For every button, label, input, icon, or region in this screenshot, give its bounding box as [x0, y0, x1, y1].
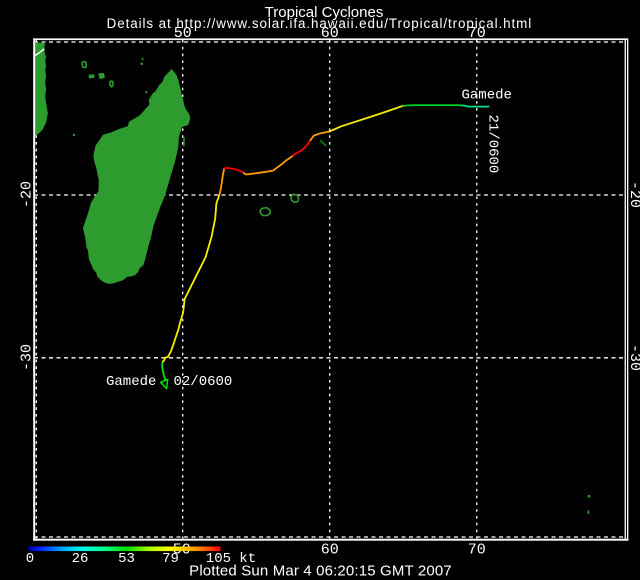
svg-text:-30: -30 [19, 344, 36, 371]
svg-text:kt: kt [239, 551, 256, 567]
svg-text:26: 26 [72, 551, 89, 567]
svg-text:60: 60 [321, 541, 339, 558]
svg-text:-30: -30 [626, 344, 640, 371]
svg-text:02/0600: 02/0600 [174, 374, 233, 390]
svg-text:Details at http://www.solar.if: Details at http://www.solar.ifa.hawaii.e… [107, 16, 532, 31]
svg-text:60: 60 [321, 25, 339, 42]
svg-text:105: 105 [206, 551, 231, 567]
svg-text:-20: -20 [626, 181, 640, 208]
svg-text:53: 53 [118, 551, 135, 567]
svg-text:70: 70 [468, 541, 486, 558]
svg-text:79: 79 [162, 551, 179, 567]
svg-text:Gamede: Gamede [106, 374, 156, 390]
svg-text:70: 70 [468, 25, 486, 42]
svg-text:Gamede: Gamede [462, 88, 512, 104]
svg-text:50: 50 [174, 25, 192, 42]
svg-text:Plotted Sun Mar 4 06:20:15 GMT: Plotted Sun Mar 4 06:20:15 GMT 2007 [189, 562, 452, 579]
svg-text:21/0600: 21/0600 [485, 115, 501, 174]
svg-text:0: 0 [26, 551, 34, 567]
svg-text:Tropical Cyclones: Tropical Cyclones [265, 4, 384, 21]
svg-text:-20: -20 [19, 181, 36, 208]
